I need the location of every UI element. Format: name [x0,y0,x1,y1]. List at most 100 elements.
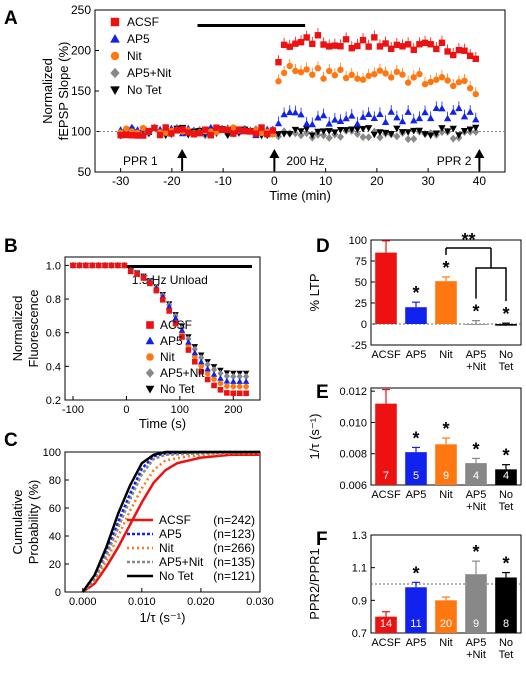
panel-d: -25 0 25 50 75 100 % LTP 14 ACSF 11 * AP5 20 * Nit 9 * AP… [307,230,522,373]
bar-n-label: 5 [413,470,419,482]
marker-nit [331,72,339,79]
marker-ap5 [128,123,136,131]
marker-ap5 [472,115,480,123]
panel-c: 0.000 0.010 0.020 0.030 0 20 40 60 80 100 1/τ (s⁻¹… [10,447,274,625]
marker-ap5 [223,377,231,384]
marker-acsf [153,287,160,294]
marker-acsf [70,262,76,269]
panel-letters: A B C D E F [4,8,330,550]
unload-bar [126,265,252,268]
marker-ap5-nit [393,132,401,141]
marker-nit [472,90,479,98]
marker-nit [123,125,130,132]
y-axis-label: Normalized [40,58,55,124]
marker-acsf [147,280,153,287]
marker-acsf [286,43,293,50]
marker-acsf [472,55,479,63]
marker-no-tet [314,128,322,136]
significance-star: * [472,439,479,459]
marker-acsf [269,127,277,134]
y-tick-label: 100 [43,447,61,459]
category-label: +Nit [466,649,486,661]
y-tick-label: 0 [55,587,61,599]
marker-no-tet [393,125,401,133]
marker-nit [292,67,299,75]
marker-ap5 [455,104,463,112]
marker-ap5-nit [320,131,328,140]
marker-acsf [83,262,89,269]
category-label: Nit [439,349,452,361]
legend-label-ap5: AP5 [159,527,182,541]
marker-ap5-nit [217,369,224,377]
bar-1 [375,403,397,485]
x-tick-label: -100 [62,404,84,416]
category-label: AP5 [406,489,427,501]
marker-acsf [348,44,355,52]
marker-ap5 [438,104,446,112]
y-tick-label: 75 [355,256,367,268]
category-label: No [499,349,513,361]
bar-n-label: 4 [473,470,479,482]
marker-no-tet [398,129,407,136]
marker-acsf [185,129,192,136]
marker-acsf [303,34,310,41]
marker-acsf [224,390,230,396]
y-tick-label: 60 [49,503,61,515]
marker-acsf [156,131,164,139]
x-tick-label: 0 [271,174,278,188]
stim-arrow-head [474,149,485,158]
annotation-ppr1: PPR 1 [123,154,158,168]
significance-star: * [412,283,419,303]
marker-ap5-nit [472,127,480,136]
y-tick-label: 0.8 [46,294,61,306]
marker-no-tet [376,129,384,136]
marker-acsf [139,132,147,139]
marker-ap5-nit [370,127,378,136]
marker-ap5 [353,120,362,127]
significance-star: * [502,446,509,466]
bar-n-label: 9 [473,618,479,630]
marker-acsf [172,320,179,327]
marker-acsf [128,132,136,139]
marker-ap5 [410,116,418,124]
panel-f: 0.7 0.9 1.1 1.3 PPR2/PPR1 14 ACSF 11 * AP5 20 Nit 9 *… [307,530,522,661]
category-label: ACSF [371,349,401,361]
legend-label-no-tet: No Tet [159,569,194,583]
marker-ap5 [336,117,345,124]
marker-no-tet [325,128,333,135]
y-axis-label: % LTP [307,273,322,311]
marker-acsf [297,38,305,46]
marker-ap5 [185,338,192,345]
marker-acsf [117,132,124,139]
y-axis-label: fEPSP Slope (%) [56,42,71,141]
marker-nit [438,74,446,81]
drug-bar [197,24,306,27]
marker-ap5-nit [236,372,243,380]
marker-acsf [204,376,211,383]
marker-acsf [173,127,181,134]
x-axis-label: Time (s) [139,416,186,431]
marker-no-tet [353,126,362,134]
y-tick-label: 150 [71,84,91,98]
marker-no-tet [455,132,463,139]
bar-n-label: 11 [410,618,421,630]
marker-no-tet [274,131,283,138]
marker-nit [286,62,293,70]
marker-acsf [196,130,203,137]
marker-no-tet [466,126,474,134]
marker-nit [204,370,211,377]
legend-label-no-tet: No Tet [127,83,162,97]
category-label: AP5 [466,489,487,501]
bar-1 [375,252,397,324]
cdf-line-acsf [82,453,260,594]
bar-2 [405,307,427,324]
bar-4 [465,463,487,485]
bar-4 [465,574,487,633]
category-label: +Nit [466,361,486,373]
marker-no-tet [336,126,345,134]
marker-acsf [121,262,128,269]
marker-acsf [292,40,299,47]
bar-n-label: 20 [440,618,452,630]
legend-label-nit: Nit [127,49,142,63]
legend-label-nit: Nit [160,350,175,364]
